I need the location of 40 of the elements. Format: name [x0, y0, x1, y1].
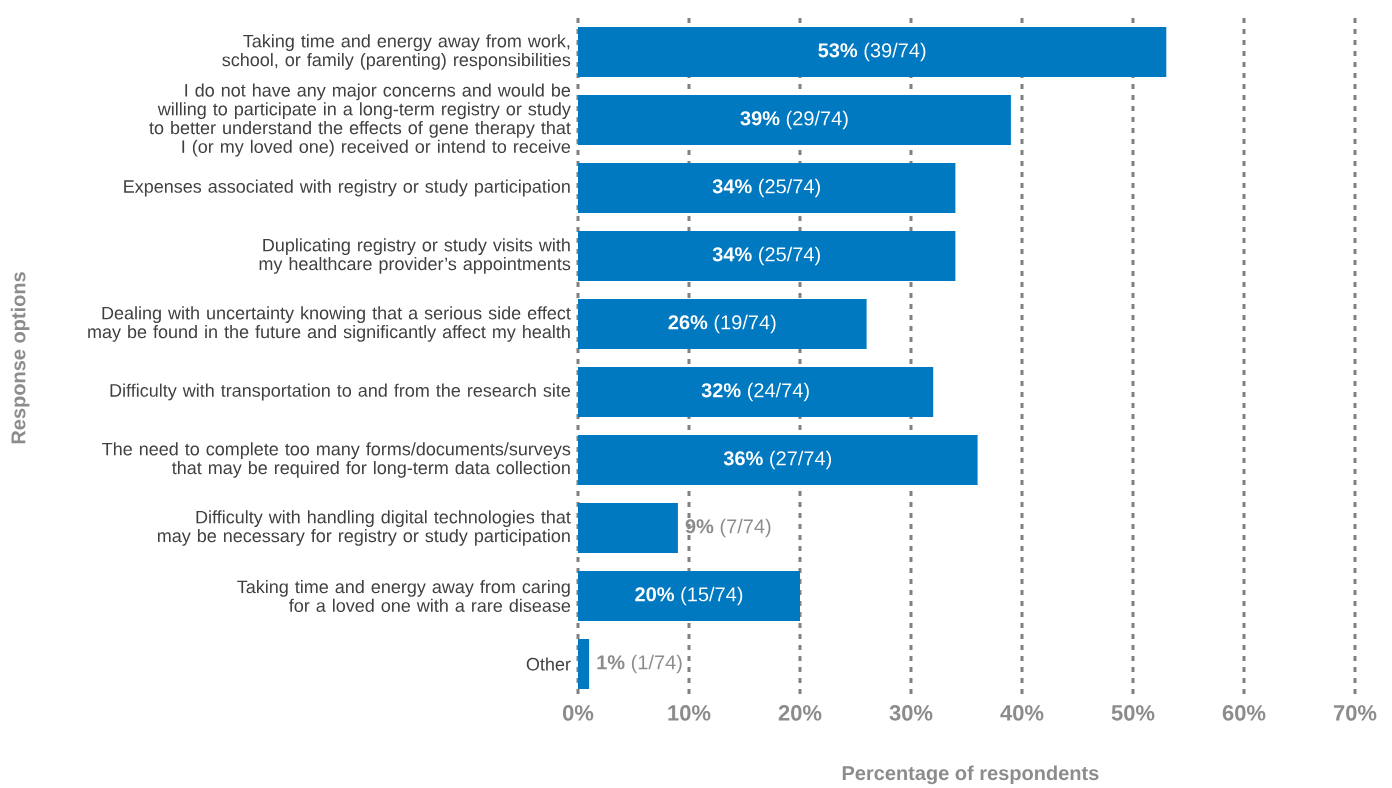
y-tick-label: Expenses associated with registry or study participation	[124, 179, 570, 197]
y-axis-title: Response options	[10, 272, 30, 444]
data-label: 20% (15/74)	[635, 586, 743, 606]
x-tick-label: 40%	[1000, 705, 1044, 721]
x-tick-label: 10%	[668, 705, 711, 721]
data-label: 34% (25/74)	[712, 178, 820, 198]
y-tick-label: Difficulty with transportation to and from the research site	[110, 383, 571, 401]
data-label: 26% (19/74)	[668, 314, 776, 334]
data-label: 1% (1/74)	[597, 654, 682, 674]
y-tick-label: Taking time and energy away from caring for a loved one with a rare disease	[237, 580, 571, 613]
bar	[578, 435, 978, 485]
bar	[578, 163, 956, 213]
y-tick-label: Taking time and energy away from work, school, or family (parenting) responsibilities	[222, 34, 571, 70]
data-label: 39% (29/74)	[740, 110, 848, 130]
y-tick-label: Difficulty with handling digital technologies that may be necessary for registry or study participation	[157, 510, 571, 546]
y-tick-label: I do not have any major concerns and would be willing to participate in a long-term registry or study to better understand the effects of gene therapy that I (or my loved one) received or intend to receive	[149, 83, 571, 157]
bar	[578, 367, 934, 417]
y-tick-label: Dealing with uncertainty knowing that a serious side effect may be found in the future and significantly affect my health	[88, 306, 571, 342]
bar	[578, 503, 678, 553]
bar	[578, 27, 1167, 77]
x-tick-label: 20%	[778, 705, 822, 721]
data-label: 32% (24/74)	[701, 382, 809, 402]
x-tick-label: 0%	[562, 705, 594, 721]
data-label: 36% (27/74)	[723, 450, 832, 470]
data-label: 53% (39/74)	[818, 42, 926, 62]
bar	[578, 231, 956, 281]
x-axis-title: Percentage of respondents	[842, 765, 1099, 785]
x-tick-label: 30%	[889, 705, 933, 721]
x-tick-label: 60%	[1222, 705, 1266, 721]
data-label: 34% (25/74)	[712, 246, 820, 266]
bar	[578, 95, 1011, 145]
bar	[578, 571, 800, 621]
x-tick-label: 70%	[1333, 705, 1377, 721]
y-tick-label: Duplicating registry or study visits with my healthcare provider’s appointments	[259, 238, 571, 274]
y-tick-label: Other	[526, 657, 571, 671]
bar	[578, 299, 867, 349]
x-tick-label: 50%	[1111, 705, 1155, 721]
y-tick-label: The need to complete too many forms/documents/surveys that may be required for long-term data collection	[102, 442, 571, 478]
data-label: 9% (7/74)	[685, 518, 771, 538]
bar	[578, 639, 590, 689]
